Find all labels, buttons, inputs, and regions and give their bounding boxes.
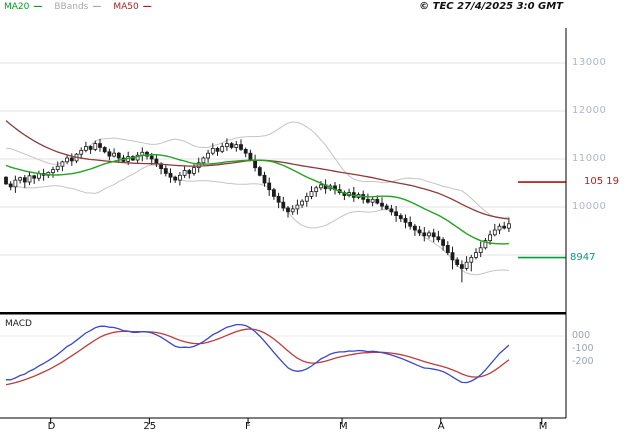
legend-item-ma20: MA20 —	[4, 2, 42, 12]
time-tick-december: D	[47, 421, 56, 432]
time-tick-year-2025: 25	[143, 421, 157, 432]
time-tick-february: F	[245, 421, 251, 432]
ma20-line	[5, 153, 509, 245]
macd-tick-zero: 000	[572, 330, 591, 341]
price-tick-13000: 13000	[572, 57, 607, 68]
support-level-label: 8947	[570, 251, 596, 263]
price-gridlines	[0, 62, 566, 337]
ma50-line	[5, 120, 509, 220]
time-tick-april: A	[437, 421, 445, 432]
legend-label-ma20: MA20	[4, 2, 30, 12]
candlestick-series	[4, 138, 511, 283]
price-tick-12000: 12000	[572, 105, 607, 116]
axes	[0, 28, 567, 424]
legend-line-sample-bbands: —	[92, 2, 102, 12]
legend-label-ma50: MA50	[113, 2, 139, 12]
price-tick-10000: 10000	[572, 201, 607, 212]
time-tick-may: M	[538, 421, 548, 432]
macd-signal-line	[5, 328, 510, 386]
resistance-level-label: 105 19	[584, 176, 619, 188]
legend-label-bbands: BBands	[54, 2, 89, 12]
macd-panel-label: MACD	[5, 319, 32, 329]
legend-line-sample-ma50: —	[142, 2, 152, 12]
macd-tick-minus100: -100	[572, 343, 594, 354]
price-tick-11000: 11000	[572, 153, 607, 164]
legend-line-sample-ma20: —	[33, 2, 43, 12]
legend-item-ma50: MA50 —	[113, 2, 151, 12]
macd-line	[5, 323, 510, 384]
legend-item-bbands: BBands —	[54, 2, 101, 12]
copyright-text: © TEC 27/4/2025 3:0 GMT	[419, 1, 563, 12]
time-tick-march: M	[339, 421, 348, 432]
bollinger-bands	[5, 121, 510, 276]
indicator-legend: MA20 — BBands — MA50 —	[4, 2, 152, 12]
macd-tick-minus200: -200	[572, 356, 594, 367]
